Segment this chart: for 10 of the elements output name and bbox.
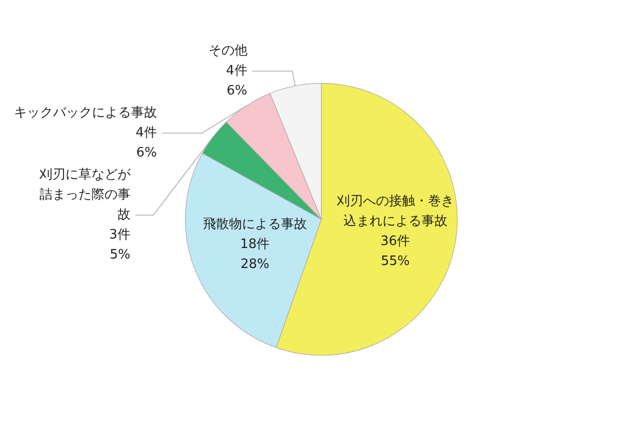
slice-label: キックバックによる事故 (14, 106, 157, 121)
slice-label: 刈刃への接触・巻き込まれによる事故 (336, 194, 454, 229)
data-label: 36件 55% (380, 234, 410, 269)
data-label: 4件 6% (136, 126, 157, 161)
data-label: 18件 28% (240, 236, 270, 272)
data-label: 3件 5% (109, 228, 130, 263)
slice-label: 刈刃に草などが詰まった際の事故 (38, 168, 132, 223)
slice-label: 飛散物による事故 (202, 216, 307, 232)
data-label: 4件 6% (226, 64, 248, 99)
slice-label: その他 (208, 44, 248, 59)
